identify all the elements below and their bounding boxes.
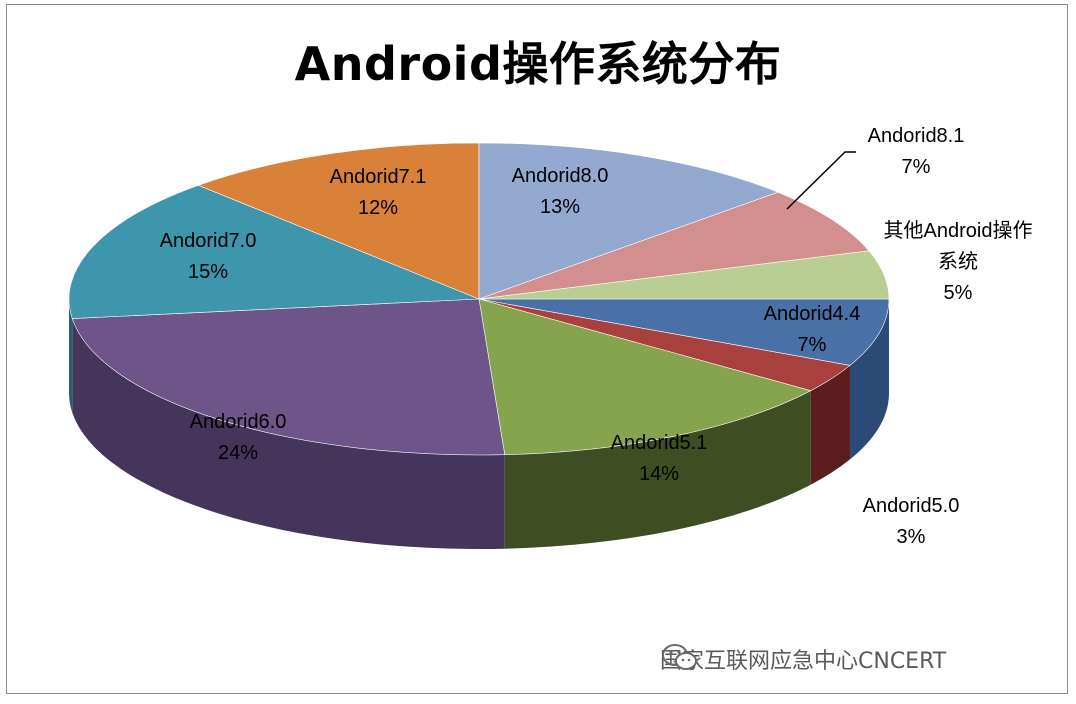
chart-title: Android操作系统分布 xyxy=(294,37,782,91)
data-label-3: Andorid6.0 24% xyxy=(190,411,287,464)
data-label-0: Andorid4.4 7% xyxy=(764,303,861,356)
pie-slice-andorid6.0 xyxy=(71,298,506,456)
pie-slice-andorid8.0 xyxy=(478,142,779,300)
pie-sides xyxy=(69,299,889,549)
pie-slice-andorid5.1 xyxy=(478,298,812,455)
watermark: 国家互联网应急中心CNCERT xyxy=(660,642,946,676)
pie-slice-andorid7.1 xyxy=(197,142,480,300)
pie-side-1 xyxy=(810,365,850,485)
leader-line-andorid8.1 xyxy=(786,151,856,210)
data-label-5: Andorid7.1 12% xyxy=(330,166,427,219)
pie-side-3 xyxy=(72,318,505,549)
pie-labels: Andorid4.4 7% Andorid5.0 3% Andorid5.1 14% And… xyxy=(160,125,1033,548)
pie-slice-andorid7.0 xyxy=(68,184,480,319)
pie-side-4 xyxy=(69,299,73,413)
data-label-4: Andorid7.0 15% xyxy=(160,230,257,283)
data-label-1: Andorid5.0 3% xyxy=(863,495,960,548)
pie-slice-andorid4.4 xyxy=(478,298,890,366)
pie-side-2 xyxy=(504,390,811,549)
wechat-icon xyxy=(662,644,697,670)
pie-side-0 xyxy=(849,299,889,460)
pie-slice-android xyxy=(478,250,890,300)
pie-tops xyxy=(68,142,890,456)
data-label-6: Andorid8.0 13% xyxy=(512,165,609,218)
pie-slice-andorid8.1 xyxy=(478,191,870,300)
watermark-text: 国家互联网应急中心CNCERT xyxy=(660,649,947,674)
data-label-2: Andorid5.1 14% xyxy=(611,432,708,485)
data-label-7: Andorid8.1 7% xyxy=(868,125,965,178)
data-label-8: 其他Android操作系统 5% xyxy=(884,219,1033,304)
